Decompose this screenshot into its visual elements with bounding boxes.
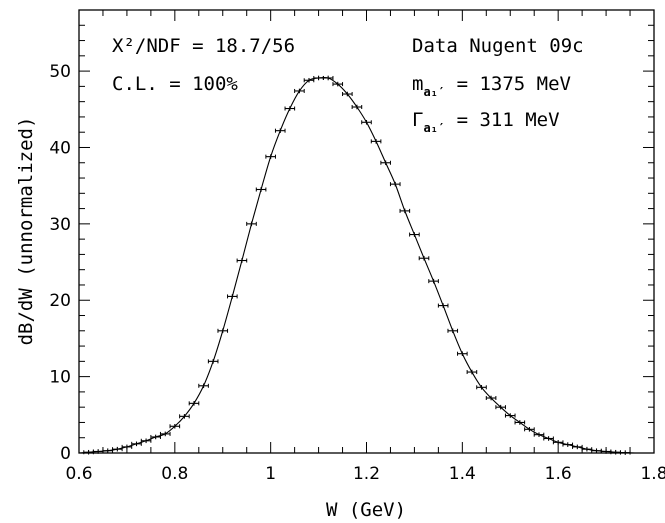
data-point [159, 431, 171, 437]
data-point [217, 328, 229, 334]
mass-value: = 1375 MeV [445, 73, 571, 95]
data-point [428, 278, 439, 284]
data-point [179, 414, 190, 419]
x-tick-labels: 0.6 0.8 1 1.2 1.4 1.6 1.8 [65, 464, 665, 484]
x-tick-label: 1.6 [545, 464, 572, 484]
data-point [399, 208, 411, 214]
y-tick-label: 20 [49, 291, 71, 311]
x-tick-label: 1 [265, 464, 276, 484]
data-point [533, 432, 545, 437]
data-point [102, 448, 114, 453]
data-point [524, 427, 535, 432]
y-tick-label: 0 [60, 444, 71, 464]
x-tick-label: 1.2 [353, 464, 380, 484]
data-point [284, 106, 296, 111]
data-point [265, 154, 276, 159]
x-axis-title: W (GeV) [326, 499, 406, 521]
y-tick-label: 10 [49, 368, 71, 388]
data-point [619, 450, 631, 455]
data-point [313, 75, 324, 81]
data-point [236, 258, 248, 263]
data-point [457, 351, 468, 356]
y-tick-label: 30 [49, 215, 71, 235]
data-point [274, 128, 286, 133]
data-point [342, 91, 353, 97]
data-point [437, 303, 449, 308]
data-point [389, 181, 401, 187]
data-point [121, 444, 133, 450]
data-point [466, 369, 478, 375]
data-point [207, 359, 219, 364]
width-annotation: Γa₁′ = 311 MeV [412, 109, 560, 135]
data-point [322, 75, 334, 81]
dataset-annotation: Data Nugent 09c [412, 35, 584, 57]
confidence-level-annotation: C.L. = 100% [112, 73, 238, 95]
data-point [581, 446, 593, 452]
data-point [361, 119, 372, 125]
data-point [227, 294, 238, 299]
chi2-annotation: X²/NDF = 18.7/56 [112, 35, 295, 57]
data-point [562, 442, 574, 447]
data-point [198, 383, 209, 389]
data-point [514, 420, 526, 425]
data-point [380, 160, 391, 166]
y-tick-labels: 0 10 20 30 40 50 [49, 62, 71, 464]
data-points [83, 75, 631, 455]
data-point [332, 81, 344, 87]
width-value: = 311 MeV [445, 109, 559, 131]
data-point [504, 413, 516, 418]
x-tick-label: 1.8 [640, 464, 665, 484]
axis-ticks [78, 10, 655, 454]
mass-annotation: ma₁′ = 1375 MeV [412, 73, 571, 99]
data-point [255, 187, 267, 192]
data-point [351, 104, 363, 110]
data-point [92, 449, 104, 454]
data-point [485, 395, 497, 401]
data-point [246, 221, 257, 227]
data-point [572, 444, 583, 450]
data-point [447, 328, 459, 334]
data-point [370, 139, 382, 144]
data-point [591, 448, 602, 453]
mass-subscript: a₁′ [423, 85, 445, 99]
x-tick-label: 0.6 [65, 464, 92, 484]
y-tick-label: 40 [49, 138, 71, 158]
data-point [294, 88, 305, 94]
mass-symbol: m [412, 73, 423, 95]
data-point [112, 446, 123, 452]
data-point [140, 438, 152, 444]
x-tick-label: 0.8 [161, 464, 188, 484]
width-subscript: a₁′ [423, 121, 445, 135]
x-tick-label: 1.4 [449, 464, 476, 484]
data-point [83, 449, 94, 455]
data-point [418, 255, 430, 261]
y-axis-title: dB/dW (unnormalized) [15, 117, 37, 346]
data-point [495, 404, 506, 410]
data-point [543, 436, 554, 441]
data-point [476, 385, 487, 390]
data-point [610, 449, 621, 455]
data-point [188, 401, 200, 406]
data-point [409, 232, 420, 237]
fit-curve [78, 76, 635, 454]
data-point [169, 423, 181, 429]
y-tick-label: 50 [49, 62, 71, 82]
width-symbol: Γ [412, 109, 423, 131]
